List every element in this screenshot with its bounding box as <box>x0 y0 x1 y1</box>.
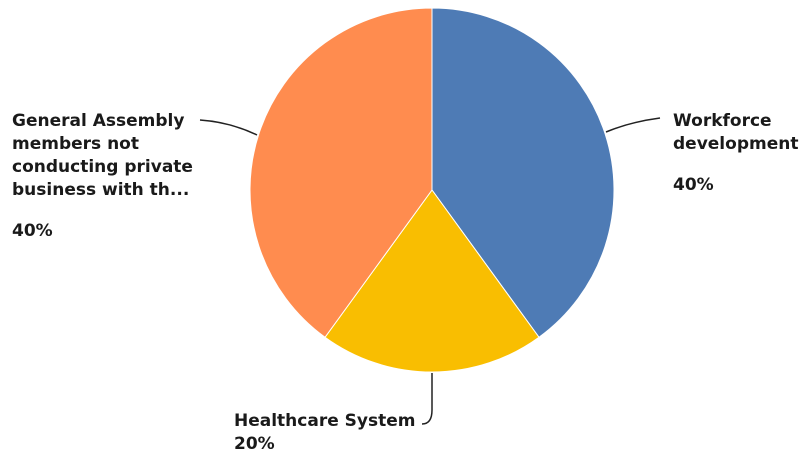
leader-line-general-assembly <box>199 119 258 136</box>
slice-label-healthcare-name: Healthcare System <box>234 411 416 431</box>
slice-value-healthcare: 20% <box>234 434 275 454</box>
slice-label-general-assembly-line4: business with th... <box>12 180 190 200</box>
slice-value-workforce: 40% <box>673 175 714 195</box>
slice-label-workforce-line2: development <box>673 134 799 154</box>
slice-label-workforce-line1: Workforce <box>673 111 772 131</box>
slice-value-general-assembly: 40% <box>12 221 53 241</box>
leader-line-healthcare <box>421 373 433 425</box>
slice-label-healthcare: Healthcare System 20% <box>234 410 415 456</box>
slice-label-general-assembly-line1: General Assembly <box>12 111 185 131</box>
slice-healthcare-system <box>324 189 540 373</box>
slice-label-general-assembly-line3: conducting private <box>12 157 193 177</box>
slice-label-general-assembly: General Assembly members not conducting … <box>12 110 193 243</box>
slice-workforce-development <box>431 7 615 338</box>
slice-label-workforce: Workforce development 40% <box>673 110 798 197</box>
slice-general-assembly <box>249 7 433 338</box>
slice-label-general-assembly-line2: members not <box>12 134 139 154</box>
leader-line-workforce <box>605 117 661 133</box>
